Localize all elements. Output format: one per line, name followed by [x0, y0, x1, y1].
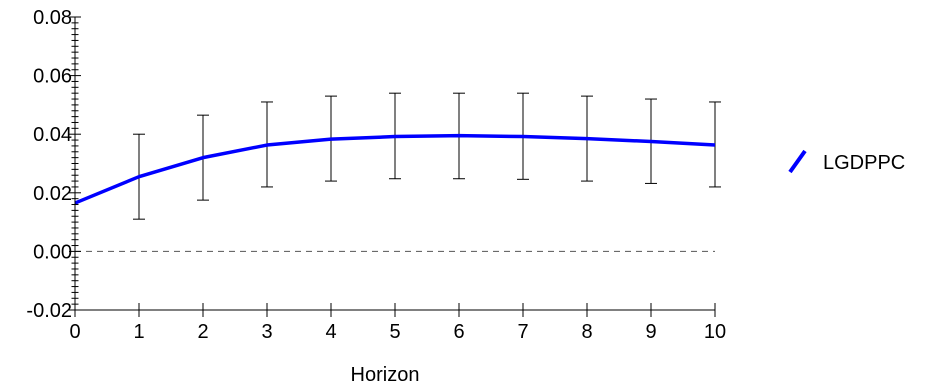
y-tick-label: 0.02 [33, 183, 72, 205]
y-tick-label: -0.02 [26, 300, 72, 322]
series-line-lgdppc [74, 133, 716, 205]
legend-label-lgdppc: LGDPPC [823, 152, 905, 174]
x-tick-label: 10 [704, 321, 726, 343]
x-tick-label: 7 [517, 321, 528, 343]
x-axis: 0 1 2 3 4 5 6 7 8 9 10 [69, 303, 726, 343]
x-tick-label: 6 [453, 321, 464, 343]
y-tick-label: 0.04 [33, 124, 72, 146]
legend: LGDPPC [788, 149, 905, 174]
x-axis-title: Horizon [351, 364, 420, 386]
x-tick-label: 4 [325, 321, 336, 343]
x-tick-label: 1 [133, 321, 144, 343]
x-tick-label: 5 [389, 321, 400, 343]
y-axis: -0.02 0.00 0.02 0.04 0.06 0.08 [26, 7, 81, 322]
x-tick-label: 0 [69, 321, 80, 343]
x-tick-label: 3 [261, 321, 272, 343]
legend-swatch-lgdppc [788, 149, 807, 174]
y-tick-label: 0.06 [33, 66, 72, 88]
error-bars [133, 92, 721, 220]
x-tick-label: 9 [645, 321, 656, 343]
x-tick-label: 8 [581, 321, 592, 343]
y-tick-label: 0.00 [33, 241, 72, 263]
y-tick-label: 0.08 [33, 7, 72, 29]
x-tick-label: 2 [197, 321, 208, 343]
